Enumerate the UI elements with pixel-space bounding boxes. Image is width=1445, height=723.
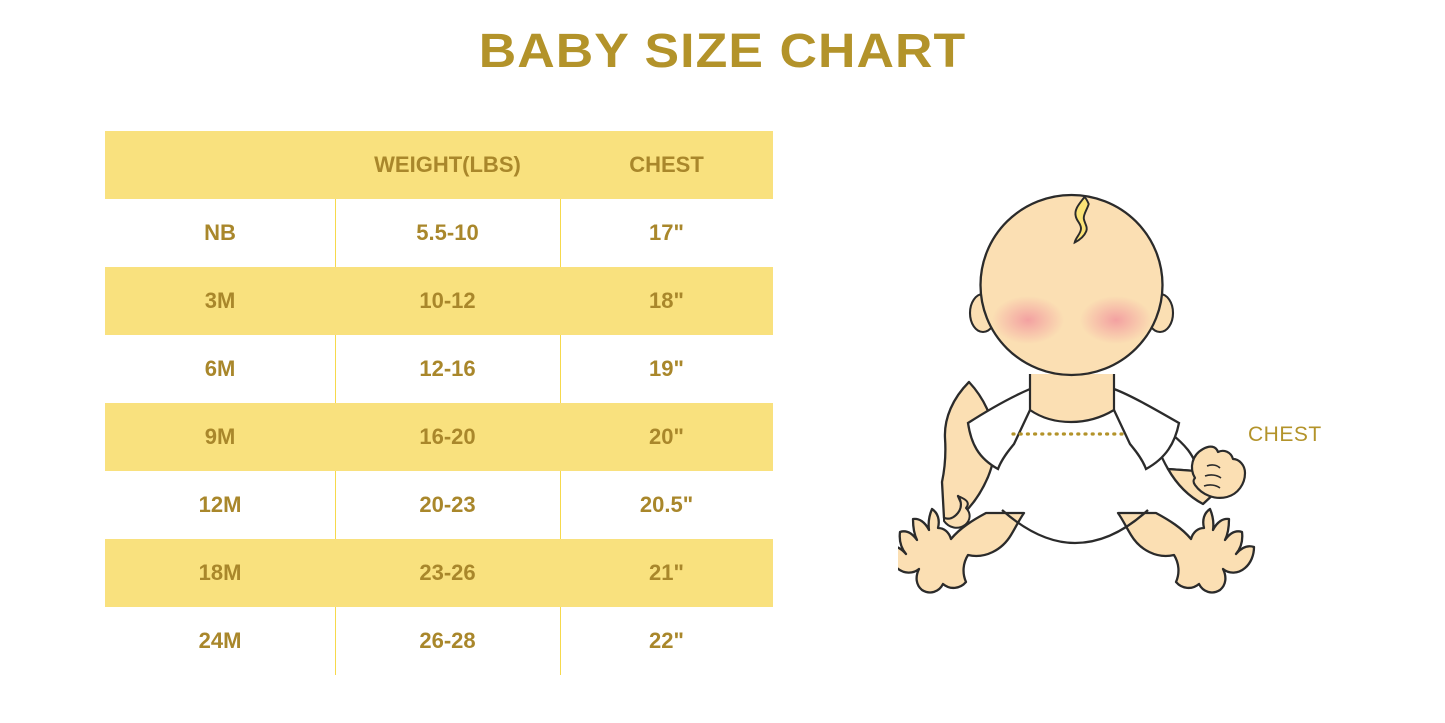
svg-text:CHEST: CHEST xyxy=(1248,423,1322,446)
